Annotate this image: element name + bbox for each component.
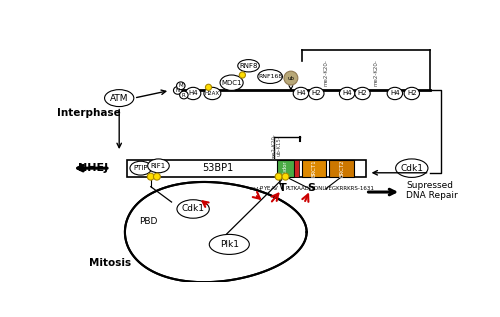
Ellipse shape [308,87,324,100]
Text: Mitosis: Mitosis [89,258,131,268]
Circle shape [154,173,160,180]
Text: H2: H2 [358,90,368,96]
Text: H4: H4 [390,90,400,96]
Text: Plk1: Plk1 [220,240,239,249]
Text: MDC1: MDC1 [222,80,242,86]
Text: me2-K20-: me2-K20- [323,59,328,86]
Ellipse shape [180,91,188,99]
Text: Tudor: Tudor [283,161,288,176]
Circle shape [282,173,289,180]
Text: NHEJ: NHEJ [78,163,108,173]
Circle shape [284,71,298,85]
Text: Cdk1: Cdk1 [182,204,204,213]
Text: me2-K20-: me2-K20- [272,133,276,159]
Text: M: M [178,83,183,88]
Ellipse shape [177,200,210,218]
Ellipse shape [404,87,419,100]
Ellipse shape [130,161,152,175]
Ellipse shape [104,90,134,107]
Ellipse shape [176,82,185,90]
Bar [127,160,366,177]
Text: BRCT1: BRCT1 [312,159,316,177]
Ellipse shape [148,159,169,173]
Text: Supressed
DNA Repair: Supressed DNA Repair [406,181,458,200]
Text: $_{1604}$-PYEAV: $_{1604}$-PYEAV [248,184,280,193]
Text: 53BP1: 53BP1 [202,163,234,173]
Text: T: T [280,183,287,193]
Text: ATM: ATM [110,94,128,103]
Ellipse shape [220,75,243,90]
Ellipse shape [355,87,370,100]
Text: BRCT2: BRCT2 [339,159,344,177]
Text: H2: H2 [312,90,321,96]
Text: RNF168: RNF168 [258,74,282,79]
Circle shape [240,72,246,78]
Text: ub-K15-: ub-K15- [277,136,282,156]
Ellipse shape [340,87,355,100]
Text: ub: ub [288,75,294,81]
Text: RNF8: RNF8 [240,63,258,69]
Text: me2-K20-: me2-K20- [373,59,378,86]
Text: S: S [307,183,315,193]
Ellipse shape [238,60,260,72]
Circle shape [275,173,282,180]
Text: N: N [176,88,180,93]
Text: H2: H2 [407,90,416,96]
Text: PTIP: PTIP [134,165,148,171]
Ellipse shape [293,87,308,100]
Ellipse shape [258,70,282,83]
Ellipse shape [174,87,182,94]
Bar [294,160,298,177]
Polygon shape [125,182,306,282]
Text: H4: H4 [188,90,198,96]
Ellipse shape [204,87,221,100]
Text: PLTKAADI: PLTKAADI [286,186,311,191]
Text: H4: H4 [342,90,352,96]
Text: R: R [182,93,186,98]
Bar [277,160,294,177]
Ellipse shape [210,234,250,255]
Text: PBD: PBD [140,217,158,226]
Text: H4: H4 [296,90,306,96]
Text: LDNLVEGKRRKRS-1631: LDNLVEGKRRKRS-1631 [312,186,374,191]
Bar [302,160,326,177]
Circle shape [148,173,154,180]
Ellipse shape [387,87,402,100]
Text: RIF1: RIF1 [151,163,166,169]
Ellipse shape [396,159,428,178]
Circle shape [206,84,212,90]
Text: Interphase: Interphase [56,108,120,119]
Bar [330,160,354,177]
Ellipse shape [186,87,201,100]
Text: H2AX: H2AX [205,91,220,96]
Text: Cdk1: Cdk1 [400,164,423,173]
